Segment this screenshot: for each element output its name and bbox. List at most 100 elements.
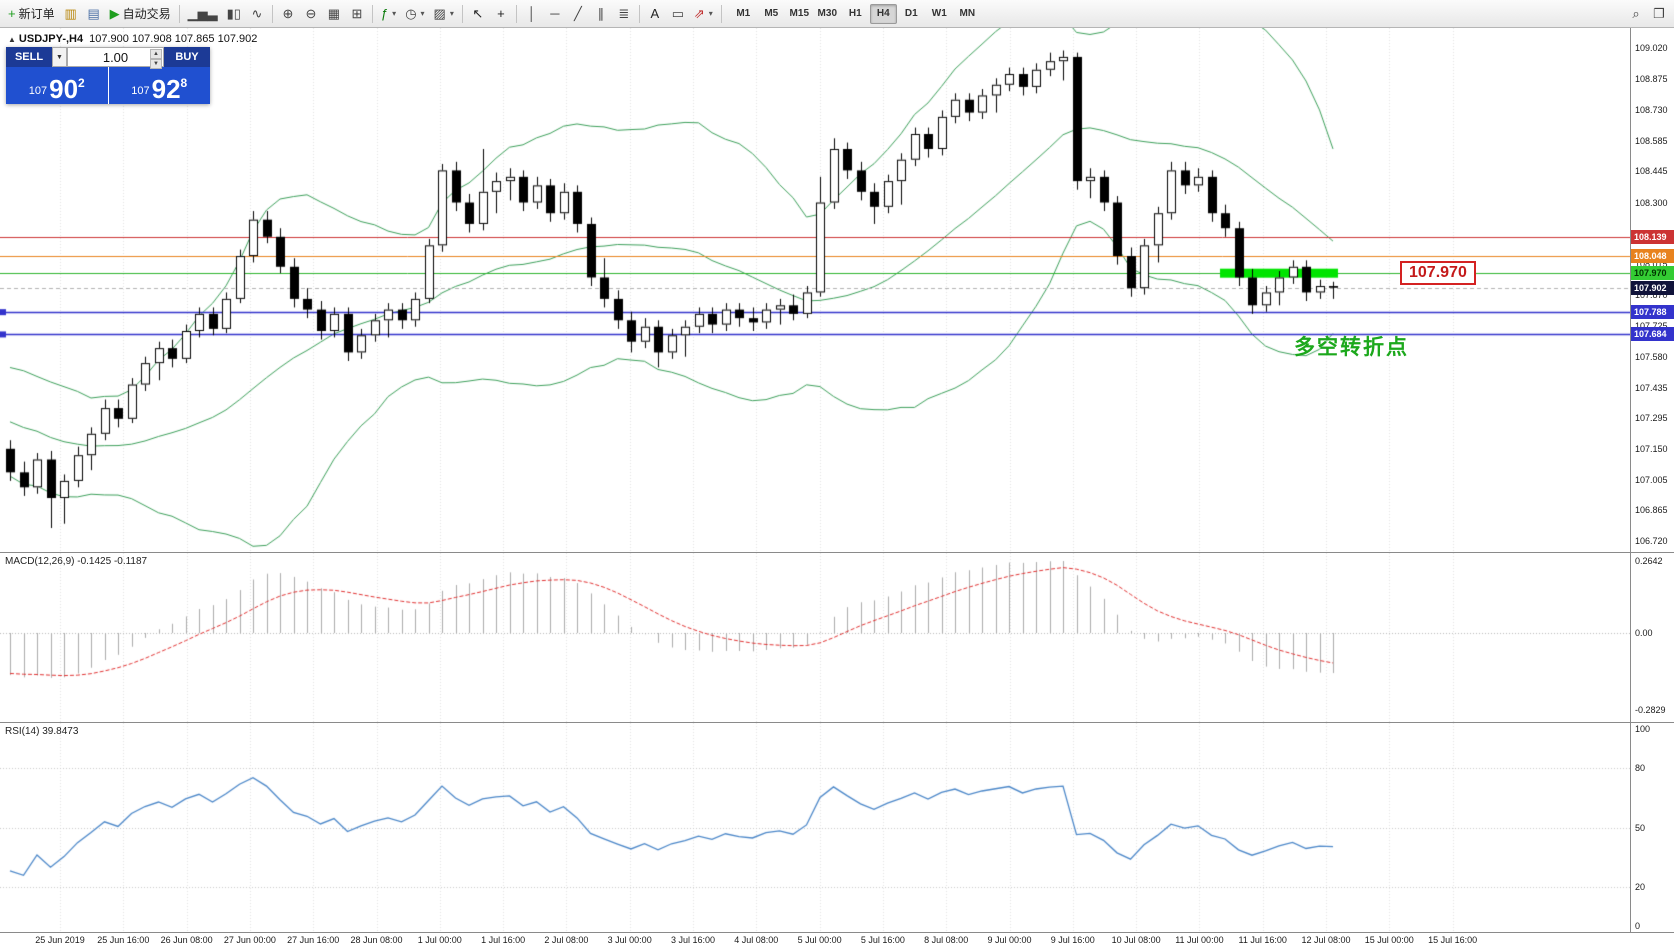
timeframe-m5-button[interactable]: M5 [764, 8, 779, 19]
text-label-icon: ▭ [671, 6, 684, 21]
zoom-in-button[interactable]: ⊕ [277, 3, 299, 25]
auto-trading-button-label: 自动交易 [122, 7, 171, 21]
price-tick: 107.295 [1635, 412, 1668, 423]
timeframe-m1-button[interactable]: M1 [736, 8, 751, 19]
macd-scale-tick: 0.2642 [1635, 556, 1663, 566]
dropdown-caret-icon: ▾ [449, 9, 454, 18]
search-icon: ⌕ [1632, 6, 1640, 21]
vertical-line-icon: │ [527, 6, 536, 21]
periods-button[interactable]: ◷ ▾ [401, 3, 428, 25]
timeframe-w1-button[interactable]: W1 [931, 8, 947, 19]
fibonacci-button[interactable]: ≣ [613, 3, 635, 25]
zoom-out-icon: ⊖ [305, 6, 317, 21]
buy-price-sup: 8 [180, 76, 188, 90]
volume-increase-button[interactable]: ▲ [150, 49, 162, 59]
time-label: 3 Jul 16:00 [670, 935, 716, 945]
new-order-button[interactable]: + 新订单 [4, 3, 59, 25]
rsi-scale-tick: 0 [1635, 921, 1641, 931]
panel-divider[interactable] [0, 722, 1674, 723]
time-label: 25 Jun 16:00 [97, 935, 150, 945]
rsi-panel-canvas[interactable] [0, 723, 1630, 932]
main-chart-canvas[interactable] [0, 28, 1630, 552]
time-label: 3 Jul 00:00 [607, 935, 652, 945]
macd-indicator-label: MACD(12,26,9) -0.1425 -0.1187 [5, 556, 148, 567]
dropdown-caret-icon: ▾ [420, 9, 425, 18]
zoom-out-button[interactable]: ⊖ [300, 3, 322, 25]
price-tick: 108.445 [1635, 166, 1668, 177]
timeframe-mn-button[interactable]: MN [959, 8, 976, 19]
macd-panel-canvas[interactable] [0, 553, 1630, 722]
price-badge-107.970: 107.970 [1631, 266, 1674, 281]
symbol-info: ▲ USDJPY-,H4 107.900 107.908 107.865 107.9… [8, 33, 257, 45]
sell-price-button[interactable]: 107 90 2 [6, 67, 108, 104]
grid-button[interactable]: ▦ [323, 3, 345, 25]
new-window-button[interactable]: ❐ [1648, 3, 1670, 25]
tile-windows-button[interactable]: ⊞ [346, 3, 368, 25]
time-axis[interactable]: 25 Jun 2019 25 Jun 16:00 26 Jun 08:00 27 Ju… [0, 933, 1630, 949]
timeframe-h1-button[interactable]: H1 [848, 8, 862, 19]
price-tick: 107.435 [1635, 382, 1668, 393]
templates-button[interactable]: ▨ ▾ [430, 3, 458, 25]
chart-window-icon: ▥ [64, 6, 77, 21]
time-label: 5 Jul 16:00 [860, 935, 905, 945]
search-button[interactable]: ⌕ [1625, 3, 1647, 25]
volume-input[interactable]: 1.00 ▲ ▼ [67, 47, 164, 69]
vertical-line-button[interactable]: │ [521, 3, 543, 25]
time-label: 27 Jun 16:00 [287, 935, 340, 945]
fibonacci-icon: ≣ [618, 6, 630, 21]
crosshair-icon: + [497, 6, 505, 21]
time-label: 4 Jul 08:00 [734, 935, 779, 945]
arrows-button[interactable]: ⇗ ▾ [690, 3, 717, 25]
time-label: 26 Jun 08:00 [160, 935, 213, 945]
bar-chart-button[interactable]: ▁▅▃ [184, 3, 222, 25]
price-tick: 108.300 [1635, 197, 1668, 208]
price-tick: 108.875 [1635, 74, 1668, 85]
time-label: 8 Jul 08:00 [924, 935, 969, 945]
time-label: 27 Jun 00:00 [223, 935, 276, 945]
trendline-button[interactable]: ╱ [567, 3, 589, 25]
toolbar-separator [515, 4, 517, 23]
charts-button[interactable]: ▥ [60, 3, 82, 25]
time-label: 2 Jul 08:00 [544, 935, 589, 945]
turning-point-annotation[interactable]: 多空转折点 [1294, 336, 1409, 359]
buy-price-button[interactable]: 107 92 8 [108, 67, 210, 104]
symbol-ohlc: 107.900 107.908 107.865 107.902 [89, 33, 258, 45]
auto-trading-button[interactable]: ▶ 自动交易 [106, 3, 175, 25]
candlestick-chart-button[interactable]: ▮▯ [223, 3, 245, 25]
cursor-button[interactable]: ↖ [467, 3, 489, 25]
panel-divider[interactable] [0, 552, 1674, 553]
order-type-dropdown[interactable]: ▼ [52, 47, 67, 67]
new-window-icon: ❐ [1653, 6, 1665, 21]
channel-button[interactable]: ∥ [590, 3, 612, 25]
indicators-button[interactable]: ƒ ▾ [377, 3, 400, 25]
time-label: 12 Jul 08:00 [1301, 935, 1351, 945]
time-label: 28 Jun 08:00 [350, 935, 403, 945]
price-badge-108.139: 108.139 [1631, 230, 1674, 244]
time-label: 1 Jul 00:00 [417, 935, 462, 945]
candlestick-chart-icon: ▮▯ [226, 6, 241, 21]
price-tick: 106.720 [1635, 535, 1668, 546]
buy-button[interactable]: BUY [164, 47, 210, 67]
price-scale[interactable]: 109.020 108.875 108.730 108.585 108.445 108.3… [1630, 28, 1674, 932]
new-order-button-label: 新订单 [18, 7, 55, 21]
rsi-scale-tick: 20 [1635, 881, 1646, 892]
profiles-button[interactable]: ▤ [83, 3, 105, 25]
text-icon: A [650, 6, 660, 21]
crosshair-button[interactable]: + [490, 3, 512, 25]
line-chart-button[interactable]: ∿ [246, 3, 268, 25]
text-button[interactable]: A [644, 3, 666, 25]
timeframe-m15-button[interactable]: M15 [789, 8, 809, 19]
price-level-label[interactable]: 107.970 [1400, 261, 1476, 285]
timeframe-d1-button[interactable]: D1 [904, 8, 918, 19]
cursor-icon: ↖ [472, 6, 484, 21]
sell-button[interactable]: SELL [6, 47, 52, 67]
text-label-button[interactable]: ▭ [667, 3, 689, 25]
horizontal-line-button[interactable]: ─ [544, 3, 566, 25]
timeframe-h4-button[interactable]: H4 [869, 3, 897, 24]
volume-decrease-button[interactable]: ▼ [150, 59, 162, 69]
price-badge-108.048: 108.048 [1631, 249, 1674, 264]
timeframe-m30-button[interactable]: M30 [817, 8, 837, 19]
price-badge-107.788: 107.788 [1631, 305, 1674, 320]
main-toolbar: + 新订单 ▥ ▤ ▶ 自动交易 ▁▅▃ ▮▯ ∿ ⊕ ⊖ ▦ ⊞ ƒ ▾ ◷ ▾ ▨ ▾ ↖ + │ ─ ╱ ∥ ≣ A ▭ ⇗ ▾ M1… [0, 0, 1674, 28]
rsi-scale-tick: 50 [1635, 822, 1646, 833]
